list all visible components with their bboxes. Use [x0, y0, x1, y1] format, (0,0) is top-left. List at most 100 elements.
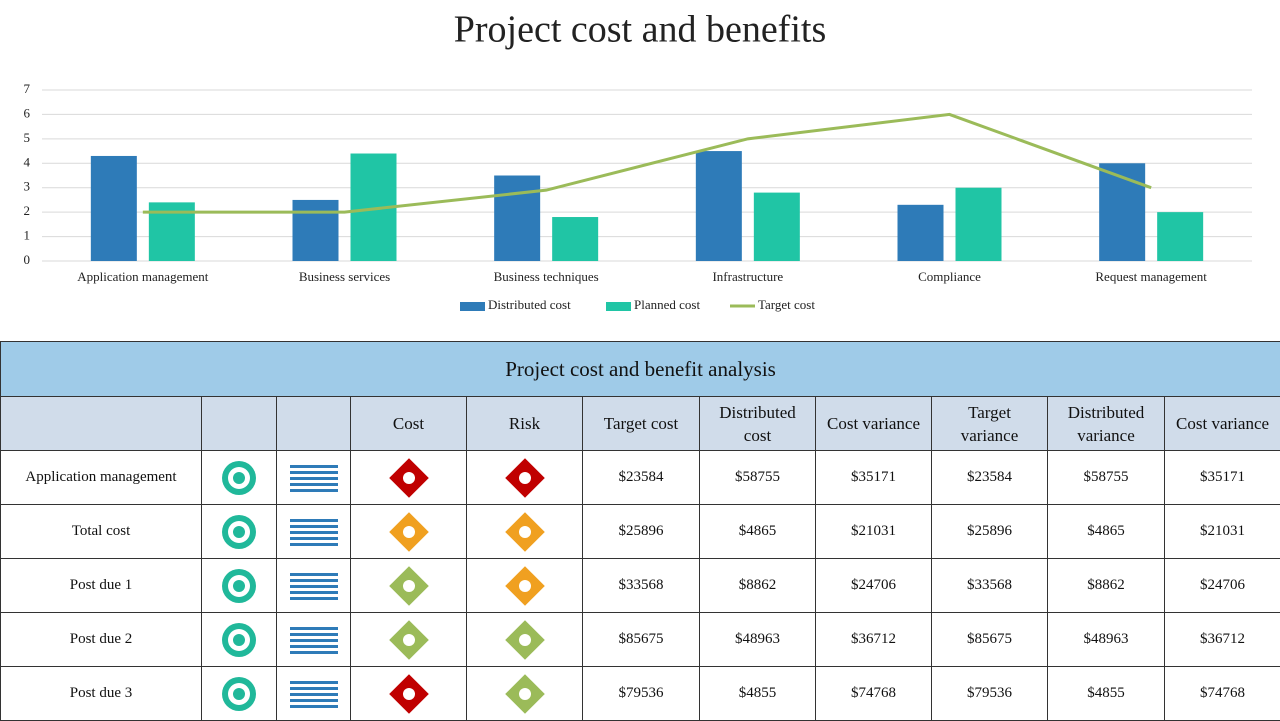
value-cell: $48963 — [700, 613, 816, 667]
diamond-cell — [351, 451, 467, 505]
legend-label: Distributed cost — [488, 297, 571, 312]
list-cell — [277, 667, 351, 721]
row-label: Post due 3 — [1, 667, 202, 721]
column-header — [1, 397, 202, 451]
chart-title: Project cost and benefits — [454, 9, 827, 51]
column-header — [277, 397, 351, 451]
diamond-cell — [351, 613, 467, 667]
status-cell — [202, 559, 277, 613]
column-header: Cost — [351, 397, 467, 451]
bar — [494, 176, 540, 262]
dot — [233, 634, 245, 646]
list-cell — [277, 613, 351, 667]
icon — [220, 513, 258, 551]
list-cell — [277, 505, 351, 559]
diamond-cell — [467, 451, 583, 505]
bar — [956, 188, 1002, 261]
value-cell: $36712 — [1165, 613, 1280, 667]
value-cell: $36712 — [816, 613, 932, 667]
status-cell — [202, 451, 277, 505]
column-header: Risk — [467, 397, 583, 451]
value-cell: $24706 — [1165, 559, 1280, 613]
list-line — [290, 471, 338, 474]
icon — [504, 673, 546, 715]
row-label: Post due 2 — [1, 613, 202, 667]
bar — [91, 156, 137, 261]
value-cell: $79536 — [583, 667, 700, 721]
diamond-cell — [467, 613, 583, 667]
value-cell: $35171 — [816, 451, 932, 505]
diamond-dot — [519, 472, 531, 484]
value-cell: $4855 — [700, 667, 816, 721]
diamond-dot — [519, 634, 531, 646]
diamond-dot — [403, 688, 415, 700]
legend-label: Planned cost — [634, 297, 700, 312]
column-header: Target cost — [583, 397, 700, 451]
icon — [290, 464, 338, 492]
icon — [388, 511, 430, 553]
legend-label: Target cost — [758, 297, 815, 312]
icon — [220, 567, 258, 605]
row-label: Application management — [1, 451, 202, 505]
column-header: Target variance — [932, 397, 1048, 451]
x-tick-label: Infrastructure — [712, 269, 783, 284]
y-tick-label: 6 — [24, 105, 31, 120]
value-cell: $24706 — [816, 559, 932, 613]
legend-swatch — [606, 302, 631, 311]
list-line — [290, 693, 338, 696]
icon — [290, 572, 338, 600]
x-tick-label: Application management — [77, 269, 208, 284]
bar — [552, 217, 598, 261]
table-row: Post due 3$79536$4855$74768$79536$4855$7… — [1, 667, 1280, 721]
dot — [233, 526, 245, 538]
list-line — [290, 489, 338, 492]
y-tick-label: 0 — [24, 252, 31, 267]
list-line — [290, 543, 338, 546]
icon — [504, 511, 546, 553]
value-cell: $25896 — [932, 505, 1048, 559]
value-cell: $74768 — [816, 667, 932, 721]
icon — [220, 459, 258, 497]
value-cell: $33568 — [932, 559, 1048, 613]
icon — [220, 621, 258, 659]
value-cell: $58755 — [700, 451, 816, 505]
icon — [504, 565, 546, 607]
list-line — [290, 651, 338, 654]
list-line — [290, 579, 338, 582]
dot — [233, 580, 245, 592]
icon — [388, 457, 430, 499]
table-title: Project cost and benefit analysis — [1, 342, 1280, 397]
value-cell: $4855 — [1048, 667, 1165, 721]
list-line — [290, 591, 338, 594]
list-line — [290, 681, 338, 684]
value-cell: $4865 — [1048, 505, 1165, 559]
column-header: Cost variance — [1165, 397, 1280, 451]
diamond-dot — [519, 526, 531, 538]
status-cell — [202, 667, 277, 721]
icon — [290, 626, 338, 654]
icon — [290, 518, 338, 546]
icon — [504, 457, 546, 499]
diamond-cell — [351, 559, 467, 613]
value-cell: $58755 — [1048, 451, 1165, 505]
bar — [754, 193, 800, 261]
list-cell — [277, 559, 351, 613]
list-line — [290, 645, 338, 648]
y-tick-label: 7 — [24, 81, 31, 96]
row-label: Post due 1 — [1, 559, 202, 613]
column-header: Distributed cost — [700, 397, 816, 451]
x-tick-label: Business services — [299, 269, 390, 284]
list-line — [290, 465, 338, 468]
icon — [388, 673, 430, 715]
status-cell — [202, 613, 277, 667]
value-cell: $4865 — [700, 505, 816, 559]
value-cell: $8862 — [700, 559, 816, 613]
diamond-cell — [467, 505, 583, 559]
list-line — [290, 699, 338, 702]
diamond-dot — [519, 580, 531, 592]
list-line — [290, 639, 338, 642]
diamond-cell — [467, 559, 583, 613]
list-line — [290, 573, 338, 576]
list-line — [290, 633, 338, 636]
value-cell: $35171 — [1165, 451, 1280, 505]
